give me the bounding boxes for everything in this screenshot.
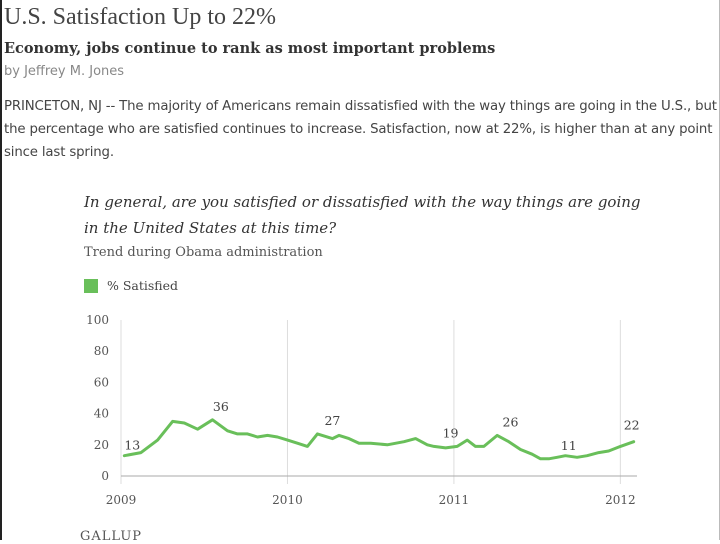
legend-swatch: [84, 278, 98, 293]
chart-legend: % Satisfied: [84, 278, 178, 293]
y-tick-label-80: 80: [94, 344, 109, 358]
article-subhead: Economy, jobs continue to rank as most i…: [4, 40, 496, 57]
x-tick-label-2010: 2010: [272, 493, 303, 507]
y-tick-label-40: 40: [94, 407, 109, 421]
data-label-26: 26: [503, 414, 519, 429]
x-tick-label-2011: 2011: [439, 493, 470, 507]
series-line-0: [122, 418, 636, 461]
y-tick-label-60: 60: [94, 375, 109, 389]
legend-label: % Satisfied: [107, 278, 179, 293]
x-tick-label-2009: 2009: [106, 493, 137, 507]
y-tick-label-0: 0: [101, 469, 109, 483]
y-tick-label-20: 20: [94, 438, 109, 452]
data-label-36: 36: [213, 399, 229, 414]
chart-subtitle: Trend during Obama administration: [84, 245, 323, 260]
y-tick-label-100: 100: [86, 313, 109, 327]
data-label-27: 27: [324, 413, 340, 428]
satisfaction-line-chart: 0 20 40 60 80 100 2009 2010 2011 2012 13 36 27 19 26 11…: [86, 313, 640, 507]
article-byline[interactable]: by Jeffrey M. Jones: [4, 64, 125, 79]
chart-question: In general, are you satisfied or dissati…: [84, 193, 641, 237]
data-label-19: 19: [443, 425, 459, 440]
left-border: [0, 0, 2, 540]
data-label-13: 13: [124, 438, 140, 453]
data-label-11: 11: [561, 438, 577, 453]
data-label-22: 22: [624, 418, 640, 433]
x-tick-label-2012: 2012: [605, 493, 636, 507]
article-body: PRINCETON, NJ -- The majority of America…: [4, 99, 717, 160]
gallup-logo: GALLUP: [80, 529, 143, 544]
article-headline: U.S. Satisfaction Up to 22%: [4, 4, 276, 30]
